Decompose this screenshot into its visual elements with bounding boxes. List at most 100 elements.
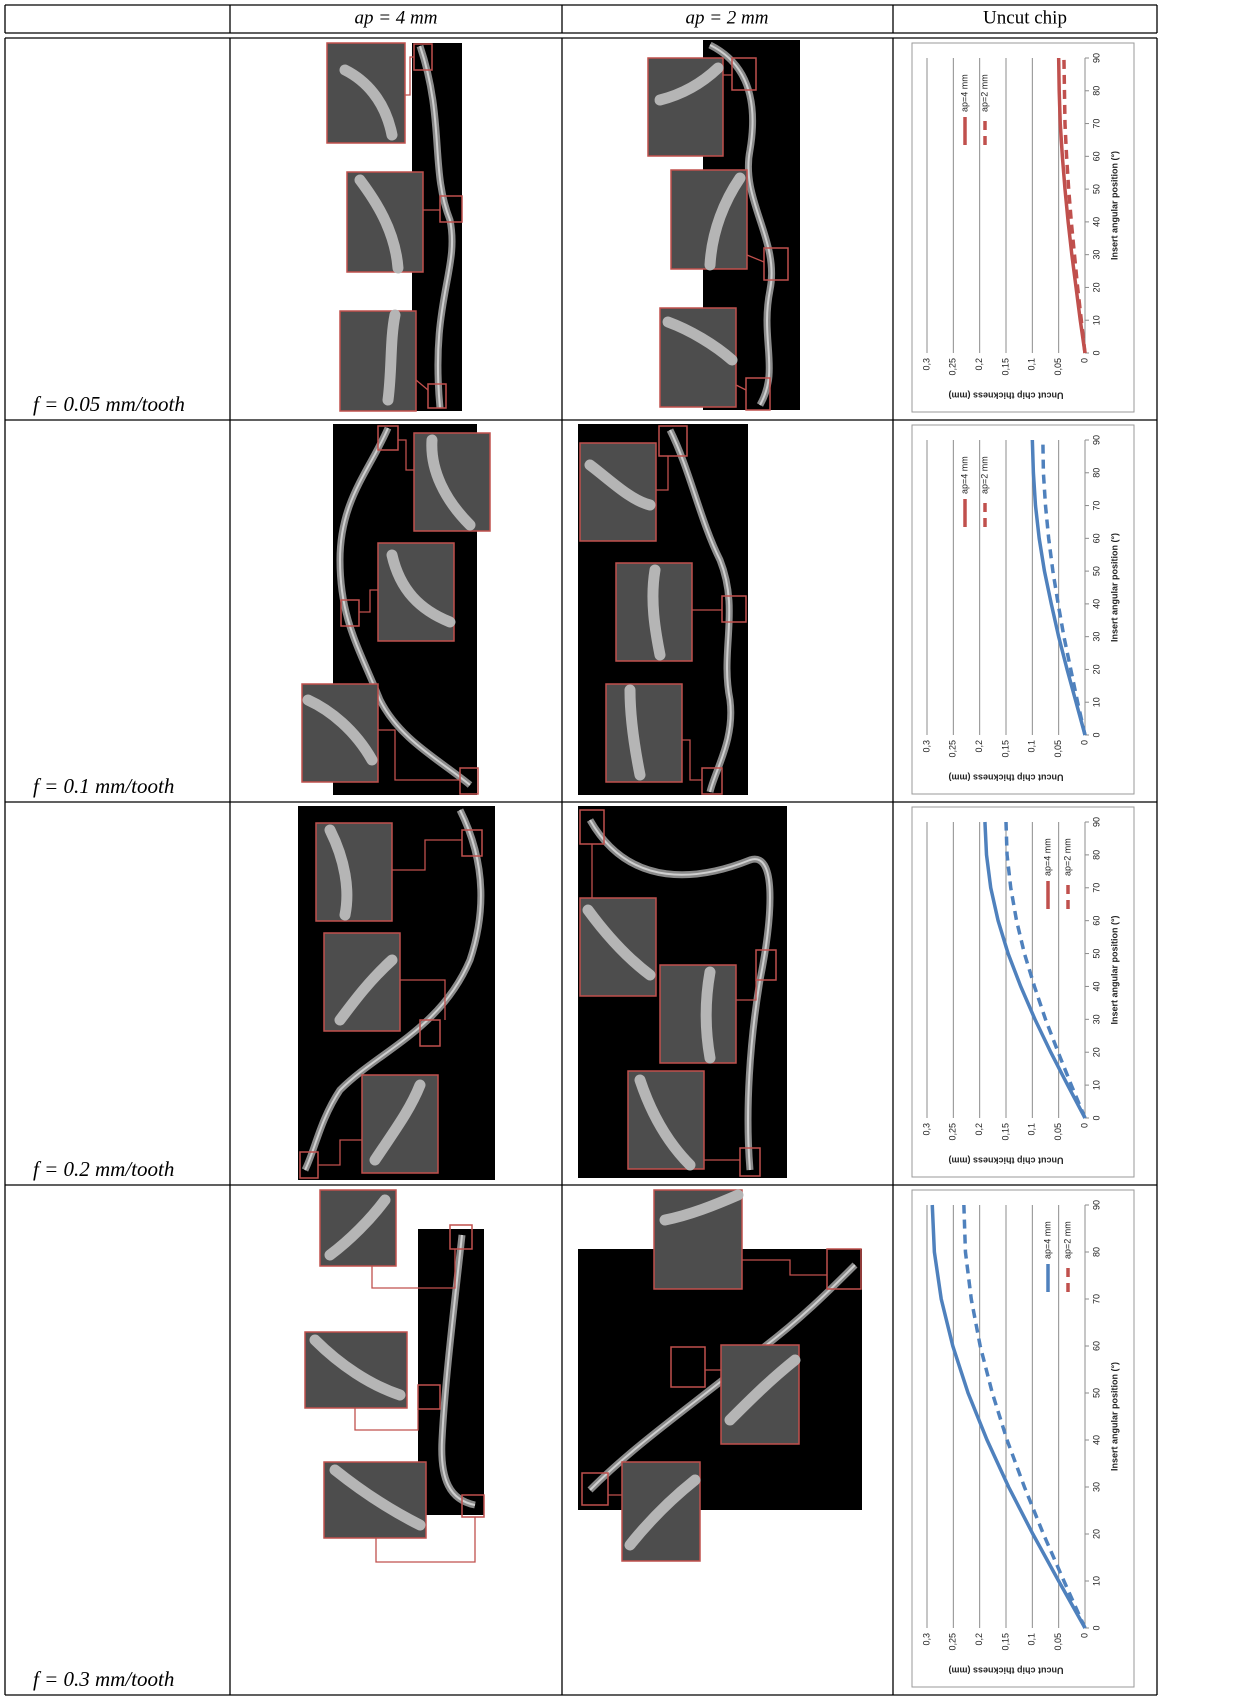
chipcore xyxy=(709,44,773,406)
x-tick-label: 60 xyxy=(1091,916,1101,926)
x-tick-label: 80 xyxy=(1091,86,1101,96)
insetchip xyxy=(302,694,378,766)
x-tick-label: 80 xyxy=(1091,468,1101,478)
x-tick-label: 90 xyxy=(1091,435,1101,445)
y-tick-label: 0,1 xyxy=(1027,1123,1037,1136)
row-label: f = 0.2 mm/tooth xyxy=(33,1157,174,1181)
x-tick-label: 20 xyxy=(1091,1047,1101,1057)
legend-label: ap=4 mm xyxy=(959,74,969,112)
insetchip xyxy=(634,1074,696,1171)
leader xyxy=(318,839,462,1166)
y-tick-label: 0,2 xyxy=(974,1633,984,1646)
y-axis-title: Uncut chip thickness (mm) xyxy=(948,391,1063,401)
micrograph xyxy=(304,1189,485,1563)
insetchip xyxy=(339,64,398,141)
micrograph xyxy=(578,424,748,795)
y-tick-label: 0,1 xyxy=(1027,1633,1037,1646)
row-label: f = 0.05 mm/tooth xyxy=(33,392,185,416)
insetchip xyxy=(324,1194,391,1261)
y-tick-label: 0,25 xyxy=(948,358,958,376)
table-grid xyxy=(4,4,1158,1696)
chart: 0 0,05 0,1 0,15 0,2 0,25 0,3 0 10 20 30 40 50 60 70 80 9… xyxy=(921,435,1119,783)
y-tick-label: 0,05 xyxy=(1053,740,1063,758)
insetchip xyxy=(654,62,724,106)
redbox xyxy=(427,383,447,409)
series-line xyxy=(983,821,1087,1119)
chart-frame xyxy=(911,42,1135,413)
x-tick-label: 30 xyxy=(1091,250,1101,260)
leader xyxy=(656,456,722,781)
chipcore xyxy=(440,1234,476,1506)
x-tick-label: 30 xyxy=(1091,1014,1101,1024)
x-tick-label: 50 xyxy=(1091,566,1101,576)
chart-frame xyxy=(911,1189,1135,1688)
insetchip xyxy=(624,684,646,781)
legend-label: ap=2 mm xyxy=(1062,838,1072,876)
x-tick-label: 20 xyxy=(1091,664,1101,674)
redbox xyxy=(721,595,747,623)
redbox xyxy=(449,1224,473,1250)
x-tick-label: 10 xyxy=(1091,1080,1101,1090)
redbox xyxy=(419,1019,441,1047)
micrograph xyxy=(578,806,787,1178)
row-label: f = 0.1 mm/tooth xyxy=(33,774,174,798)
redbox xyxy=(417,1384,441,1410)
x-tick-label: 40 xyxy=(1091,1435,1101,1445)
y-tick-label: 0,25 xyxy=(948,1633,958,1651)
micrograph xyxy=(647,40,800,411)
y-tick-label: 0,2 xyxy=(974,1123,984,1136)
x-tick-label: 90 xyxy=(1091,53,1101,63)
insetchip xyxy=(704,172,746,271)
micrograph xyxy=(301,424,491,795)
y-tick-label: 0,15 xyxy=(1000,740,1010,758)
insetchip xyxy=(584,459,656,511)
y-tick-label: 0,25 xyxy=(948,740,958,758)
redbox xyxy=(755,949,777,981)
y-tick-label: 0,15 xyxy=(1000,358,1010,376)
x-tick-label: 90 xyxy=(1091,817,1101,827)
insetchip xyxy=(647,564,666,661)
insetchip xyxy=(426,434,476,531)
leader xyxy=(405,56,440,391)
redbox xyxy=(763,247,789,281)
column-header: ap = 2 mm xyxy=(685,7,768,28)
x-tick-label: 60 xyxy=(1091,533,1101,543)
inset xyxy=(659,964,737,1064)
redbox xyxy=(731,57,757,91)
redbox xyxy=(739,1147,761,1177)
legend-label: ap=4 mm xyxy=(959,456,969,494)
legend-label: ap=4 mm xyxy=(1042,1221,1052,1259)
y-tick-label: 0,05 xyxy=(1053,1633,1063,1651)
y-tick-label: 0 xyxy=(1079,358,1089,363)
y-tick-label: 0,3 xyxy=(921,1633,931,1646)
insetchip xyxy=(382,309,401,406)
redbox xyxy=(701,767,723,795)
x-tick-label: 70 xyxy=(1091,119,1101,129)
chipcore xyxy=(589,819,771,1171)
insetchip xyxy=(329,1464,426,1531)
column-header: Uncut chip xyxy=(983,7,1067,28)
inset xyxy=(339,310,417,412)
insetchip xyxy=(662,316,738,366)
x-tick-label: 10 xyxy=(1091,697,1101,707)
x-tick-label: 0 xyxy=(1091,1625,1101,1630)
insetchip xyxy=(386,549,456,628)
legend-label: ap=2 mm xyxy=(979,74,989,112)
chipcore xyxy=(338,427,471,786)
insetchip xyxy=(700,966,716,1064)
insetchip xyxy=(334,954,398,1026)
redbox xyxy=(826,1248,862,1290)
inset xyxy=(413,432,491,532)
chipcore xyxy=(669,429,732,793)
y-tick-label: 0,05 xyxy=(1053,358,1063,376)
x-tick-label: 80 xyxy=(1091,850,1101,860)
y-tick-label: 0,15 xyxy=(1000,1123,1010,1141)
column-header: ap = 4 mm xyxy=(354,7,437,28)
y-tick-label: 0 xyxy=(1079,1633,1089,1638)
x-tick-label: 60 xyxy=(1091,151,1101,161)
x-tick-label: 40 xyxy=(1091,599,1101,609)
y-tick-label: 0,3 xyxy=(921,358,931,371)
redbox xyxy=(459,767,479,795)
x-tick-label: 10 xyxy=(1091,315,1101,325)
series-line xyxy=(1030,439,1087,736)
